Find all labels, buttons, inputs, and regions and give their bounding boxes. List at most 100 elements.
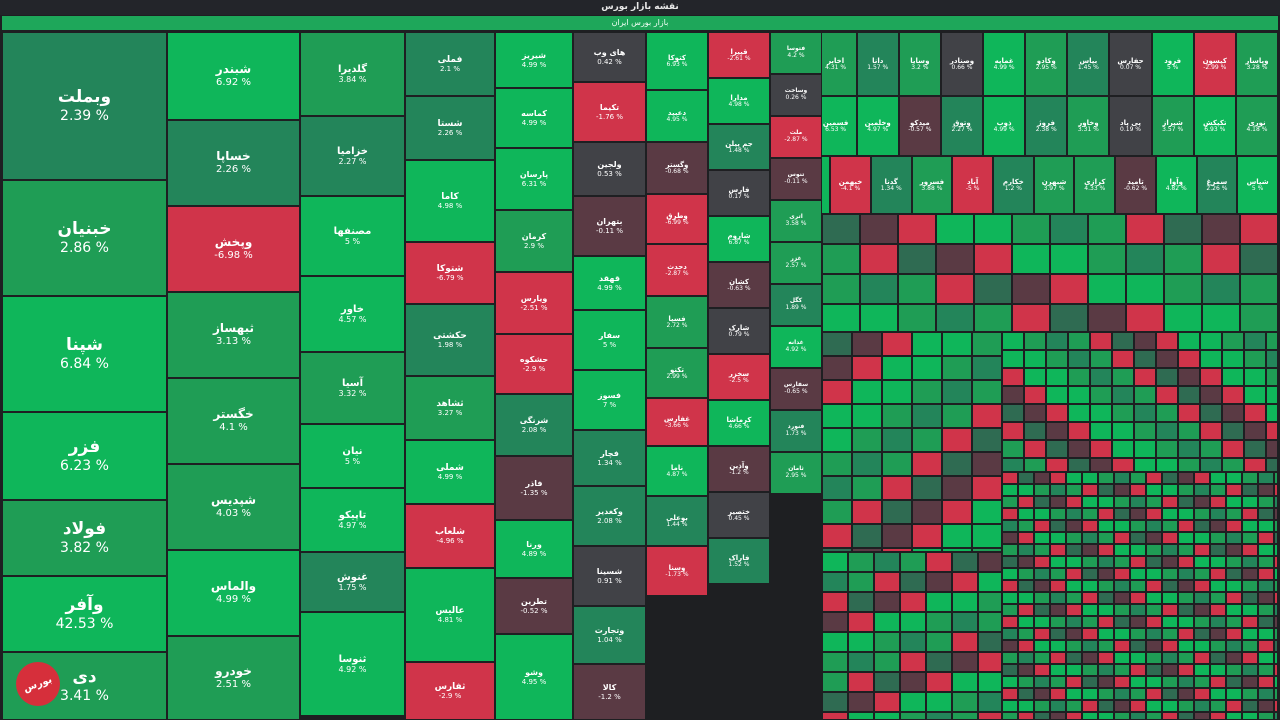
treemap-tile[interactable]: حفارس 0.07 % bbox=[1109, 32, 1152, 96]
small-tile[interactable] bbox=[1178, 332, 1200, 350]
small-tile[interactable] bbox=[942, 548, 972, 552]
small-tile[interactable] bbox=[942, 500, 972, 524]
small-tile[interactable] bbox=[1090, 368, 1112, 386]
small-tile[interactable] bbox=[1194, 568, 1210, 580]
small-tile[interactable] bbox=[1178, 664, 1194, 676]
small-tile[interactable] bbox=[822, 524, 852, 548]
small-tile[interactable] bbox=[1210, 592, 1226, 604]
treemap-tile[interactable]: بتهران -0.11 % bbox=[573, 196, 646, 256]
small-tile[interactable] bbox=[1066, 616, 1082, 628]
small-tile[interactable] bbox=[1034, 688, 1050, 700]
small-tile[interactable] bbox=[1200, 386, 1222, 404]
small-tile[interactable] bbox=[1112, 458, 1134, 472]
small-tile[interactable] bbox=[1130, 484, 1146, 496]
small-tile[interactable] bbox=[1134, 458, 1156, 472]
small-tile[interactable] bbox=[1274, 604, 1278, 616]
small-tile[interactable] bbox=[1034, 496, 1050, 508]
small-tile[interactable] bbox=[1258, 484, 1274, 496]
small-tile[interactable] bbox=[1178, 472, 1194, 484]
small-tile[interactable] bbox=[1082, 484, 1098, 496]
small-tile[interactable] bbox=[1266, 350, 1278, 368]
small-tile[interactable] bbox=[1242, 556, 1258, 568]
small-tile[interactable] bbox=[1098, 676, 1114, 688]
small-tile[interactable] bbox=[1098, 712, 1114, 720]
small-tile[interactable] bbox=[1082, 544, 1098, 556]
small-tile[interactable] bbox=[860, 274, 898, 304]
small-tile[interactable] bbox=[1210, 712, 1226, 720]
small-tile[interactable] bbox=[1034, 556, 1050, 568]
small-tile[interactable] bbox=[972, 500, 1002, 524]
small-tile[interactable] bbox=[822, 572, 848, 592]
small-tile[interactable] bbox=[1002, 422, 1024, 440]
small-tile[interactable] bbox=[1034, 664, 1050, 676]
small-tile[interactable] bbox=[1034, 640, 1050, 652]
small-tile[interactable] bbox=[900, 672, 926, 692]
small-tile[interactable] bbox=[1210, 688, 1226, 700]
small-tile[interactable] bbox=[1226, 712, 1242, 720]
small-tile[interactable] bbox=[978, 552, 1002, 572]
small-tile[interactable] bbox=[1222, 440, 1244, 458]
treemap-tile[interactable]: سخزر -2.5 % bbox=[708, 354, 770, 400]
small-tile[interactable] bbox=[1098, 616, 1114, 628]
small-tile[interactable] bbox=[1046, 368, 1068, 386]
small-tile[interactable] bbox=[942, 380, 972, 404]
small-tile[interactable] bbox=[1200, 440, 1222, 458]
small-tile[interactable] bbox=[1194, 604, 1210, 616]
small-tile[interactable] bbox=[1002, 440, 1024, 458]
small-tile[interactable] bbox=[942, 476, 972, 500]
small-tile[interactable] bbox=[1024, 440, 1046, 458]
small-tile[interactable] bbox=[1244, 404, 1266, 422]
small-tile[interactable] bbox=[898, 244, 936, 274]
treemap-tile[interactable]: تنوس -0.11 % bbox=[770, 158, 822, 200]
treemap-tile[interactable]: عالیس 4.81 % bbox=[405, 568, 495, 662]
treemap-tile[interactable]: خبهمن -4.1 % bbox=[830, 156, 871, 214]
treemap-tile[interactable]: ورنا 4.89 % bbox=[495, 520, 573, 578]
small-tile[interactable] bbox=[1114, 592, 1130, 604]
small-tile[interactable] bbox=[1162, 688, 1178, 700]
small-tile[interactable] bbox=[952, 592, 978, 612]
small-tile[interactable] bbox=[1134, 350, 1156, 368]
treemap-tile[interactable]: پی پاد 0.19 % bbox=[1109, 96, 1152, 156]
small-tile[interactable] bbox=[1162, 676, 1178, 688]
small-tile[interactable] bbox=[1088, 304, 1126, 332]
small-tile[interactable] bbox=[1146, 520, 1162, 532]
small-tile[interactable] bbox=[874, 552, 900, 572]
small-tile[interactable] bbox=[1242, 484, 1258, 496]
small-tile[interactable] bbox=[1178, 700, 1194, 712]
small-tile[interactable] bbox=[1162, 484, 1178, 496]
small-tile[interactable] bbox=[1114, 676, 1130, 688]
small-tile[interactable] bbox=[1082, 496, 1098, 508]
small-tile[interactable] bbox=[1222, 332, 1244, 350]
treemap-tile[interactable]: گلدیرا 3.84 % bbox=[300, 32, 405, 116]
small-tile[interactable] bbox=[1210, 472, 1226, 484]
small-tile[interactable] bbox=[1066, 592, 1082, 604]
treemap-tile[interactable]: فملی 2.1 % bbox=[405, 32, 495, 96]
small-tile[interactable] bbox=[1050, 274, 1088, 304]
small-tile[interactable] bbox=[1066, 556, 1082, 568]
small-tile[interactable] bbox=[1226, 688, 1242, 700]
small-tile[interactable] bbox=[1130, 676, 1146, 688]
small-tile[interactable] bbox=[1194, 592, 1210, 604]
small-tile[interactable] bbox=[1226, 544, 1242, 556]
treemap-tile[interactable]: تکپکش 6.93 % bbox=[1193, 96, 1236, 156]
small-tile[interactable] bbox=[1240, 244, 1278, 274]
small-tile[interactable] bbox=[942, 428, 972, 452]
small-tile[interactable] bbox=[1046, 422, 1068, 440]
small-tile[interactable] bbox=[1222, 404, 1244, 422]
small-tile[interactable] bbox=[900, 692, 926, 712]
small-tile[interactable] bbox=[1090, 386, 1112, 404]
small-tile[interactable] bbox=[1274, 628, 1278, 640]
small-tile[interactable] bbox=[860, 244, 898, 274]
treemap-tile[interactable]: فچار 1.34 % bbox=[573, 430, 646, 486]
small-tile[interactable] bbox=[1098, 484, 1114, 496]
treemap-tile[interactable]: فسرور 3.88 % bbox=[911, 156, 953, 214]
small-tile[interactable] bbox=[882, 548, 912, 552]
small-tile[interactable] bbox=[1002, 580, 1018, 592]
small-tile[interactable] bbox=[1002, 472, 1018, 484]
small-tile[interactable] bbox=[952, 652, 978, 672]
small-tile[interactable] bbox=[1050, 214, 1088, 244]
small-tile[interactable] bbox=[1274, 496, 1278, 508]
treemap-tile[interactable]: غنوش 1.75 % bbox=[300, 552, 405, 612]
small-tile[interactable] bbox=[1274, 532, 1278, 544]
small-tile[interactable] bbox=[1274, 640, 1278, 652]
